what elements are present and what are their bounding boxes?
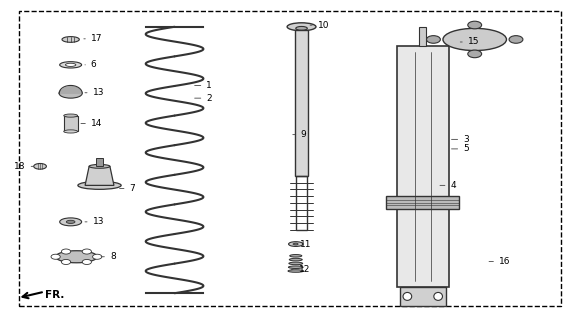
Ellipse shape: [288, 270, 303, 272]
Text: 4: 4: [440, 181, 456, 190]
Ellipse shape: [34, 164, 46, 169]
Ellipse shape: [66, 220, 75, 223]
Circle shape: [426, 36, 440, 43]
Text: 10: 10: [310, 21, 329, 30]
Ellipse shape: [293, 243, 298, 245]
Ellipse shape: [289, 242, 303, 246]
Text: 15: 15: [461, 37, 479, 46]
FancyBboxPatch shape: [295, 30, 308, 176]
Ellipse shape: [443, 28, 506, 51]
Ellipse shape: [60, 218, 82, 226]
Ellipse shape: [296, 27, 307, 30]
Circle shape: [51, 254, 60, 259]
Ellipse shape: [66, 63, 76, 67]
Ellipse shape: [403, 292, 412, 300]
Text: 2: 2: [195, 94, 212, 103]
Ellipse shape: [289, 258, 302, 261]
FancyBboxPatch shape: [419, 27, 426, 46]
Text: 13: 13: [85, 88, 104, 97]
Text: 7: 7: [119, 184, 135, 193]
Ellipse shape: [78, 181, 121, 189]
Text: 11: 11: [293, 240, 312, 249]
FancyBboxPatch shape: [386, 196, 459, 209]
FancyBboxPatch shape: [397, 46, 449, 287]
Ellipse shape: [64, 130, 78, 133]
Text: 3: 3: [451, 135, 469, 144]
Text: 6: 6: [85, 60, 97, 69]
Circle shape: [468, 21, 481, 29]
Text: 18: 18: [14, 162, 33, 171]
Text: 14: 14: [81, 119, 102, 128]
Ellipse shape: [89, 164, 110, 168]
Ellipse shape: [64, 114, 78, 117]
Ellipse shape: [60, 62, 82, 68]
Circle shape: [82, 260, 92, 265]
Text: 1: 1: [195, 81, 212, 90]
Circle shape: [509, 36, 523, 43]
Ellipse shape: [59, 89, 82, 98]
Ellipse shape: [288, 266, 303, 268]
Polygon shape: [400, 287, 446, 306]
Ellipse shape: [434, 292, 443, 300]
Text: 12: 12: [291, 265, 310, 274]
Ellipse shape: [290, 254, 302, 257]
Text: 8: 8: [101, 252, 115, 261]
Text: 16: 16: [489, 257, 510, 266]
Circle shape: [93, 254, 102, 259]
Ellipse shape: [62, 36, 79, 42]
Circle shape: [468, 50, 481, 58]
Ellipse shape: [56, 251, 97, 263]
FancyBboxPatch shape: [96, 158, 103, 166]
Circle shape: [61, 260, 71, 265]
FancyBboxPatch shape: [64, 116, 78, 132]
Text: 9: 9: [293, 130, 306, 139]
Text: FR.: FR.: [45, 290, 64, 300]
Circle shape: [61, 249, 71, 254]
Polygon shape: [85, 166, 114, 185]
Text: 17: 17: [84, 34, 102, 43]
Circle shape: [82, 249, 92, 254]
Text: 13: 13: [85, 217, 104, 226]
Ellipse shape: [289, 262, 303, 265]
Text: 5: 5: [451, 144, 469, 153]
Ellipse shape: [287, 23, 316, 31]
